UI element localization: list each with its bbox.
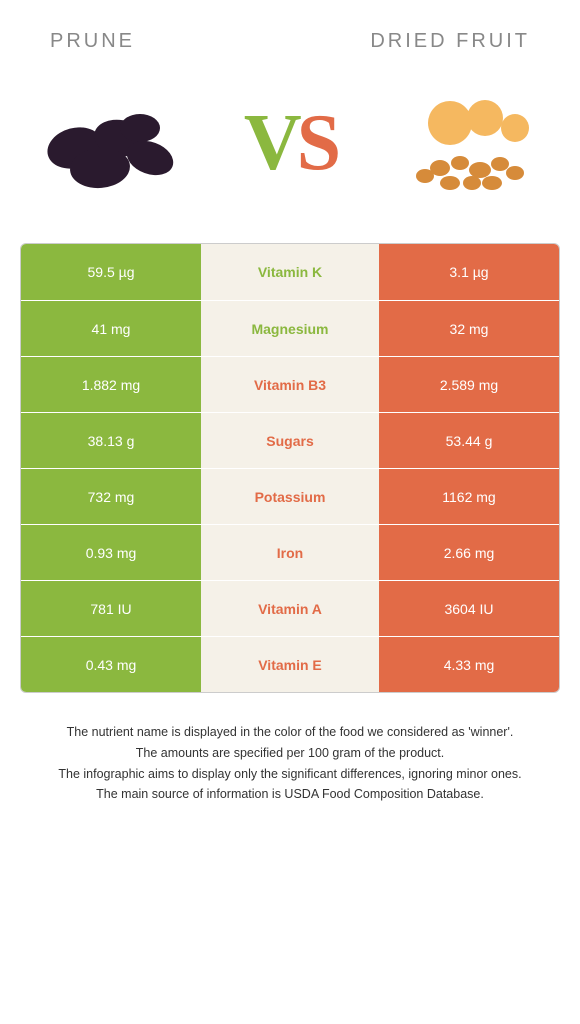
table-row: 1.882 mgVitamin B32.589 mg	[21, 356, 559, 412]
nutrient-label: Potassium	[201, 469, 379, 524]
right-value: 1162 mg	[379, 469, 559, 524]
right-value: 2.589 mg	[379, 357, 559, 412]
footer-notes: The nutrient name is displayed in the co…	[20, 723, 560, 804]
nutrient-label: Magnesium	[201, 301, 379, 356]
left-value: 732 mg	[21, 469, 201, 524]
prune-image	[30, 83, 190, 203]
right-value: 3604 IU	[379, 581, 559, 636]
nutrient-table: 59.5 µgVitamin K3.1 µg41 mgMagnesium32 m…	[20, 243, 560, 693]
right-title: DRIED FRUIT	[370, 30, 530, 53]
right-value: 53.44 g	[379, 413, 559, 468]
vs-label: VS	[244, 98, 336, 189]
right-value: 4.33 mg	[379, 637, 559, 692]
nutrient-label: Iron	[201, 525, 379, 580]
nutrient-label: Vitamin K	[201, 244, 379, 300]
table-row: 59.5 µgVitamin K3.1 µg	[21, 244, 559, 300]
table-row: 781 IUVitamin A3604 IU	[21, 580, 559, 636]
titles-row: PRUNE DRIED FRUIT	[20, 30, 560, 53]
left-value: 0.43 mg	[21, 637, 201, 692]
left-value: 59.5 µg	[21, 244, 201, 300]
footer-line: The nutrient name is displayed in the co…	[30, 723, 550, 742]
dried-fruit-image	[390, 83, 550, 203]
table-row: 41 mgMagnesium32 mg	[21, 300, 559, 356]
nutrient-label: Sugars	[201, 413, 379, 468]
table-row: 0.93 mgIron2.66 mg	[21, 524, 559, 580]
left-value: 781 IU	[21, 581, 201, 636]
nutrient-label: Vitamin B3	[201, 357, 379, 412]
footer-line: The infographic aims to display only the…	[30, 765, 550, 784]
nutrient-label: Vitamin E	[201, 637, 379, 692]
table-row: 0.43 mgVitamin E4.33 mg	[21, 636, 559, 692]
footer-line: The main source of information is USDA F…	[30, 785, 550, 804]
left-value: 1.882 mg	[21, 357, 201, 412]
table-row: 38.13 gSugars53.44 g	[21, 412, 559, 468]
footer-line: The amounts are specified per 100 gram o…	[30, 744, 550, 763]
left-value: 0.93 mg	[21, 525, 201, 580]
right-value: 2.66 mg	[379, 525, 559, 580]
nutrient-label: Vitamin A	[201, 581, 379, 636]
images-row: VS	[20, 73, 560, 213]
right-value: 32 mg	[379, 301, 559, 356]
left-value: 38.13 g	[21, 413, 201, 468]
left-value: 41 mg	[21, 301, 201, 356]
table-row: 732 mgPotassium1162 mg	[21, 468, 559, 524]
right-value: 3.1 µg	[379, 244, 559, 300]
left-title: PRUNE	[50, 30, 135, 53]
